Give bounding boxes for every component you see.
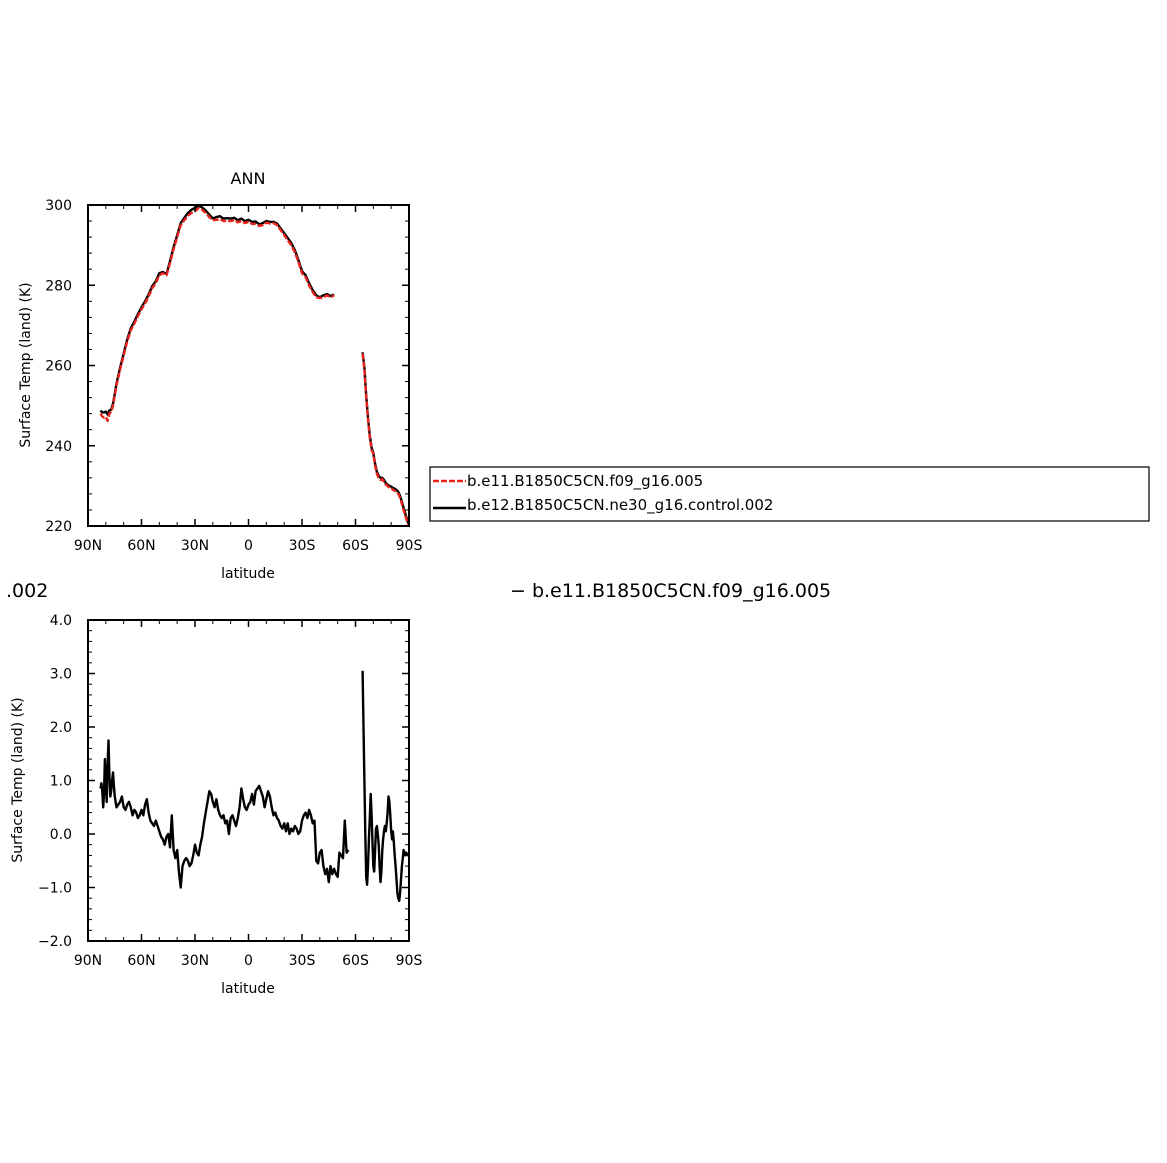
bottom-y-tick-label: 1.0 bbox=[50, 774, 72, 790]
top-x-tick-label: 60N bbox=[127, 538, 155, 554]
top-y-tick-label: 280 bbox=[45, 278, 72, 294]
bottom-x-tick-label: 30N bbox=[181, 953, 209, 969]
bottom-x-axis-label: latitude bbox=[221, 981, 275, 997]
clipped-title-text: .002 bbox=[6, 580, 48, 602]
top-x-ticks: 90N 60N 30N 0 30S 60S 90S bbox=[74, 205, 423, 554]
bottom-y-tick-label: 2.0 bbox=[50, 720, 72, 736]
bottom-y-tick-label: −1.0 bbox=[38, 881, 72, 897]
top-x-tick-label: 60S bbox=[342, 538, 369, 554]
bottom-y-tick-label: −2.0 bbox=[38, 934, 72, 950]
top-y-tick-label: 260 bbox=[45, 359, 72, 375]
top-x-tick-label: 0 bbox=[244, 538, 253, 554]
bottom-x-tick-label: 0 bbox=[244, 953, 253, 969]
top-x-tick-label: 30S bbox=[289, 538, 316, 554]
top-plot-frame bbox=[87, 204, 410, 527]
legend-box bbox=[429, 466, 1150, 522]
top-title: ANN bbox=[231, 169, 266, 188]
top-x-tick-label: 30N bbox=[181, 538, 209, 554]
legend-label-control: b.e12.B1850C5CN.ne30_g16.control.002 bbox=[467, 496, 773, 515]
bottom-y-axis-label: Surface Temp (land) (K) bbox=[10, 697, 26, 862]
bottom-x-tick-label: 90N bbox=[74, 953, 102, 969]
bottom-y-tick-label: 3.0 bbox=[50, 667, 72, 683]
bottom-x-tick-label: 60N bbox=[127, 953, 155, 969]
legend: b.e11.B1850C5CN.f09_g16.005 b.e12.B1850C… bbox=[429, 466, 1150, 522]
legend-label-f09: b.e11.B1850C5CN.f09_g16.005 bbox=[467, 472, 703, 491]
bottom-x-ticks: 90N 60N 30N 0 30S 60S 90S bbox=[74, 620, 423, 969]
bottom-panel: 90N 60N 30N 0 30S 60S 90S −2.0 −1.0 0.0 1.0 2.0 3.0… bbox=[10, 613, 422, 997]
bottom-x-tick-label: 30S bbox=[289, 953, 316, 969]
bottom-data-lines bbox=[99, 670, 410, 903]
bottom-x-tick-label: 60S bbox=[342, 953, 369, 969]
bottom-legend-text: − b.e11.B1850C5CN.f09_g16.005 bbox=[510, 580, 831, 602]
bottom-y-tick-label: 4.0 bbox=[50, 613, 72, 629]
top-y-tick-label: 220 bbox=[45, 519, 72, 535]
top-y-ticks: 220 240 260 280 300 bbox=[45, 198, 409, 535]
top-x-tick-label: 90S bbox=[396, 538, 423, 554]
top-x-axis-label: latitude bbox=[221, 566, 275, 582]
top-x-tick-label: 90N bbox=[74, 538, 102, 554]
top-data-lines bbox=[99, 204, 411, 527]
top-panel: ANN 90N 60N 30N 0 30S 60S 90S 220240260280300 … bbox=[18, 169, 422, 582]
top-y-tick-label: 240 bbox=[45, 439, 72, 455]
bottom-plot-frame bbox=[87, 619, 410, 942]
bottom-x-tick-label: 90S bbox=[396, 953, 423, 969]
bottom-series-difference bbox=[99, 670, 410, 903]
top-y-axis-label: Surface Temp (land) (K) bbox=[18, 282, 34, 447]
top-series-f09 bbox=[99, 207, 411, 527]
bottom-y-tick-label: 0.0 bbox=[50, 827, 72, 843]
bottom-y-ticks: −2.0 −1.0 0.0 1.0 2.0 3.0 4.0 bbox=[38, 613, 409, 950]
top-y-tick-label: 300 bbox=[45, 198, 72, 214]
